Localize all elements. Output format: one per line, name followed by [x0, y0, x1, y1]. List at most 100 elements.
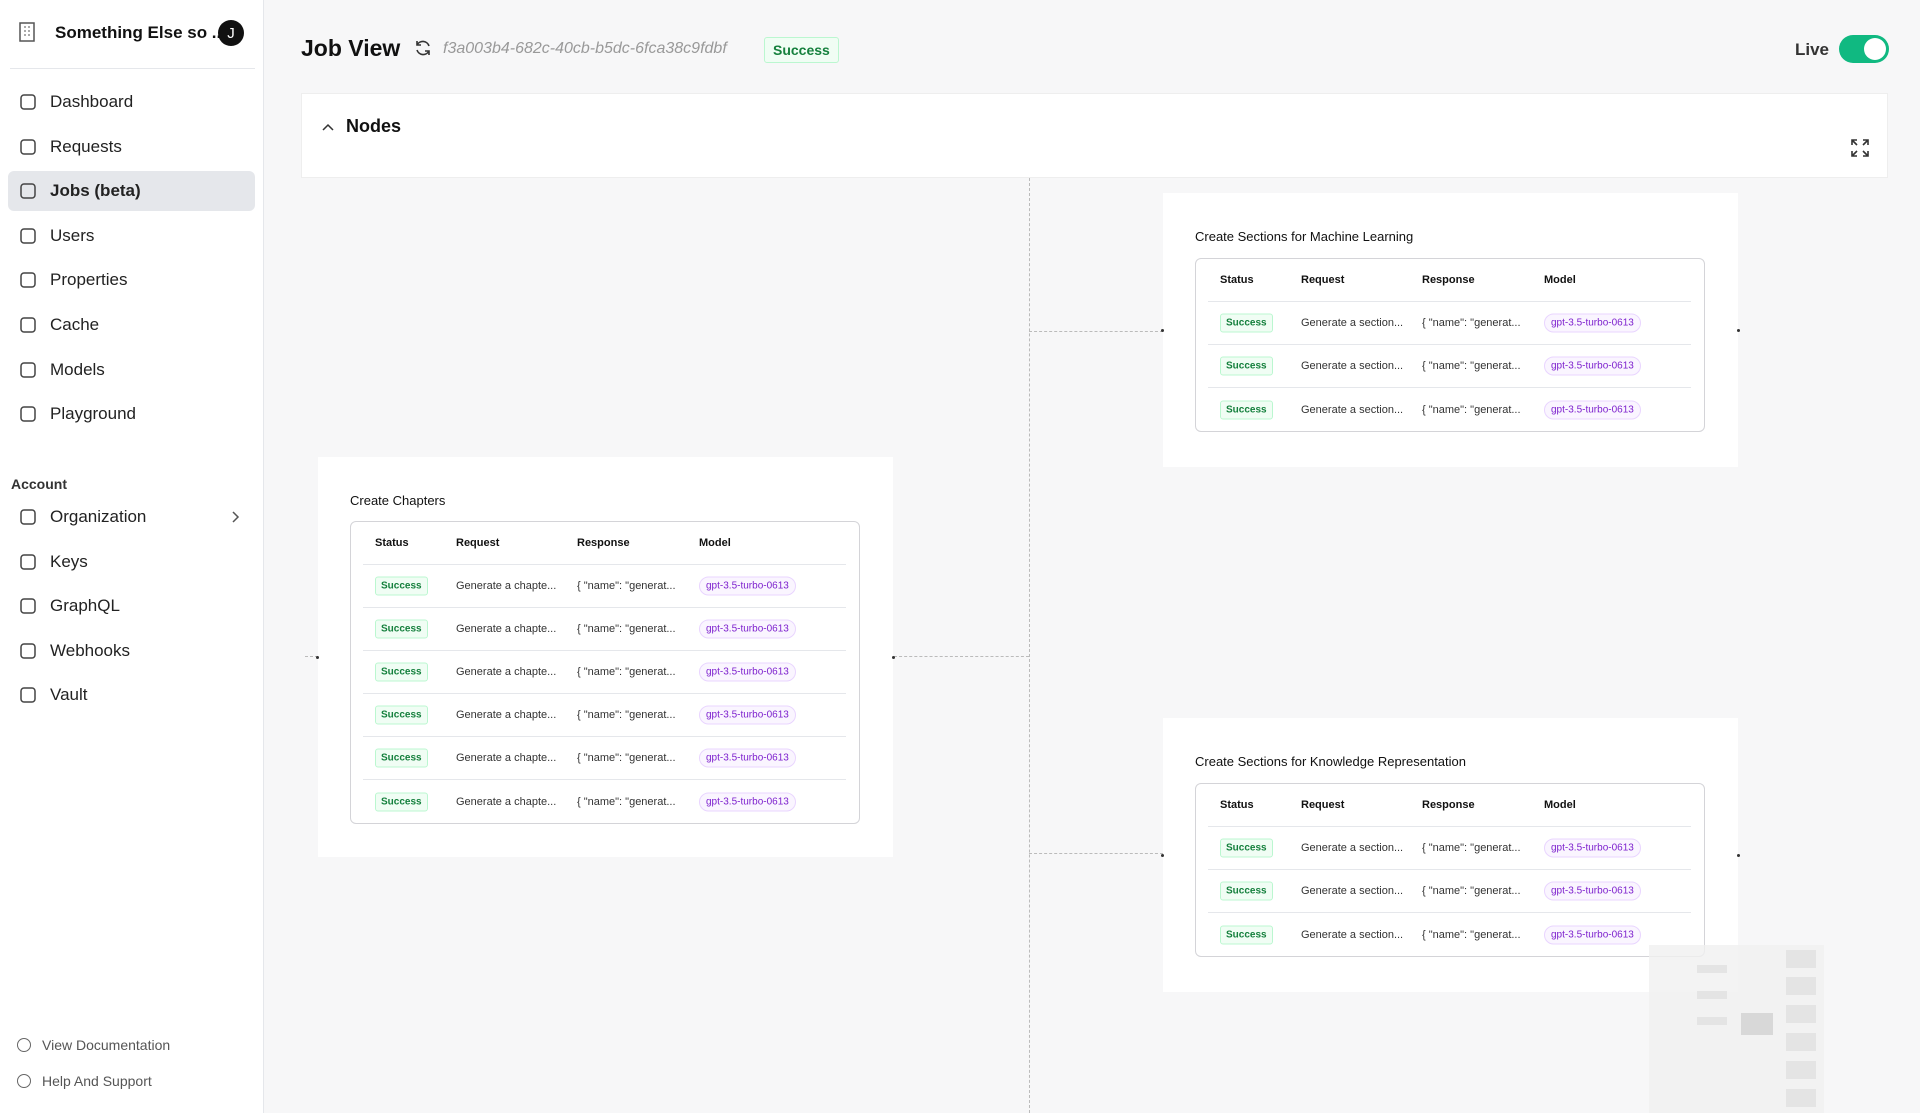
- column-header: Model: [1544, 274, 1576, 286]
- footer-link[interactable]: Help And Support: [16, 1073, 152, 1089]
- node-title: Create Chapters: [350, 493, 446, 508]
- nav-item[interactable]: Organization: [8, 497, 255, 537]
- request-cell: Generate a section...: [1301, 885, 1404, 897]
- panel-title: Nodes: [346, 116, 402, 136]
- response-cell: { "name": "generat...: [1422, 317, 1521, 329]
- model-badge: gpt-3.5-turbo-0613: [699, 792, 796, 811]
- live-label: Live: [1795, 40, 1830, 59]
- model-badge: gpt-3.5-turbo-0613: [699, 619, 796, 639]
- status-badge: Success: [375, 576, 428, 596]
- request-cell: Generate a section...: [1301, 317, 1404, 329]
- nav-item[interactable]: Dashboard: [8, 82, 255, 122]
- footer-text: View Documentation: [42, 1037, 171, 1053]
- column-header: Status: [1220, 799, 1254, 811]
- response-cell: { "name": "generat...: [577, 666, 676, 678]
- expand-icon[interactable]: [1850, 138, 1870, 158]
- model-badge: gpt-3.5-turbo-0613: [1544, 925, 1641, 944]
- request-cell: Generate a section...: [1301, 360, 1404, 372]
- request-cell: Generate a section...: [1301, 928, 1404, 941]
- table-row[interactable]: Success Generate a section... { "name": "g…: [1208, 913, 1691, 956]
- table-row[interactable]: Success Generate a chapte... { "name": "ge…: [363, 780, 846, 823]
- status-badge: Success: [375, 792, 428, 811]
- handle: [1737, 854, 1740, 857]
- status-badge: Success: [375, 748, 428, 768]
- nav-item[interactable]: Properties: [8, 260, 255, 300]
- column-header: Request: [1301, 274, 1345, 286]
- handle: [1161, 329, 1164, 332]
- table-row[interactable]: Success Generate a chapte... { "name": "ge…: [363, 565, 846, 608]
- column-header: Response: [1422, 799, 1475, 811]
- nav-item[interactable]: Models: [8, 350, 255, 390]
- job-id: f3a003b4-682c-40cb-b5dc-6fca38c9fdbf: [443, 40, 727, 57]
- response-cell: { "name": "generat...: [577, 752, 676, 764]
- table-row[interactable]: Success Generate a chapte... { "name": "ge…: [363, 608, 846, 651]
- collapse-icon[interactable]: [321, 120, 335, 134]
- table-row[interactable]: Success Generate a chapte... { "name": "ge…: [363, 651, 846, 694]
- nav-item[interactable]: GraphQL: [8, 586, 255, 626]
- request-cell: Generate a chapte...: [456, 580, 557, 592]
- status-badge: Success: [375, 619, 428, 639]
- status-badge: Success: [1220, 313, 1273, 333]
- nodes-panel: Nodes: [301, 93, 1888, 178]
- model-badge: gpt-3.5-turbo-0613: [1544, 400, 1641, 419]
- response-cell: { "name": "generat...: [577, 580, 676, 592]
- model-badge: gpt-3.5-turbo-0613: [699, 576, 796, 596]
- nav-item[interactable]: Jobs (beta): [8, 171, 255, 212]
- status-badge: Success: [375, 705, 428, 725]
- request-cell: Generate a chapte...: [456, 666, 557, 678]
- nav-item[interactable]: Users: [8, 216, 255, 256]
- model-badge: gpt-3.5-turbo-0613: [699, 705, 796, 725]
- table-row[interactable]: Success Generate a section... { "name": "g…: [1208, 827, 1691, 870]
- table-row[interactable]: Success Generate a section... { "name": "g…: [1208, 345, 1691, 388]
- node-table: Status Request Response Model Success Generat…: [1195, 783, 1705, 957]
- table-row[interactable]: Success Generate a section... { "name": "g…: [1208, 302, 1691, 345]
- table-header: Status Request Response Model: [1208, 784, 1691, 827]
- response-cell: { "name": "generat...: [1422, 403, 1521, 416]
- request-cell: Generate a chapte...: [456, 709, 557, 721]
- node-card: Create Sections for Machine Learning Stat…: [1163, 193, 1738, 467]
- model-badge: gpt-3.5-turbo-0613: [1544, 356, 1641, 376]
- response-cell: { "name": "generat...: [577, 795, 676, 808]
- node-card: Create Chapters Status Request Response Mode…: [318, 457, 893, 857]
- nav-item[interactable]: Requests: [8, 127, 255, 167]
- response-cell: { "name": "generat...: [1422, 928, 1521, 941]
- avatar[interactable]: J: [218, 20, 244, 46]
- org-name[interactable]: Something Else so ...: [55, 23, 226, 42]
- handle: [892, 656, 895, 659]
- table-row[interactable]: Success Generate a section... { "name": "g…: [1208, 388, 1691, 431]
- node-table: Status Request Response Model Success Generat…: [1195, 258, 1705, 432]
- live-toggle[interactable]: [1839, 35, 1889, 63]
- nav-item[interactable]: Vault: [8, 675, 255, 715]
- nav-item[interactable]: Cache: [8, 305, 255, 345]
- table-row[interactable]: Success Generate a chapte... { "name": "ge…: [363, 737, 846, 780]
- chevron: [232, 511, 240, 523]
- nav-item[interactable]: Webhooks: [8, 631, 255, 671]
- nav-item[interactable]: Playground: [8, 394, 255, 434]
- response-cell: { "name": "generat...: [577, 709, 676, 721]
- footer-text: Help And Support: [42, 1073, 152, 1089]
- node-card: Create Sections for Knowledge Representa…: [1163, 718, 1738, 992]
- response-cell: { "name": "generat...: [1422, 360, 1521, 372]
- request-cell: Generate a section...: [1301, 403, 1404, 416]
- model-badge: gpt-3.5-turbo-0613: [699, 748, 796, 768]
- edge: [1029, 853, 1163, 854]
- node-table: Status Request Response Model Success Generat…: [350, 521, 860, 824]
- edge: [1029, 331, 1163, 332]
- request-cell: Generate a section...: [1301, 842, 1404, 854]
- column-header: Status: [375, 537, 409, 549]
- footer-link[interactable]: View Documentation: [16, 1037, 170, 1053]
- edge: [305, 656, 318, 657]
- response-cell: { "name": "generat...: [1422, 885, 1521, 897]
- status-badge: Success: [764, 37, 839, 63]
- table-row[interactable]: Success Generate a chapte... { "name": "ge…: [363, 694, 846, 737]
- column-header: Response: [1422, 274, 1475, 286]
- table-row[interactable]: Success Generate a section... { "name": "g…: [1208, 870, 1691, 913]
- column-header: Model: [1544, 799, 1576, 811]
- refresh-icon[interactable]: [413, 38, 433, 58]
- handle: [1161, 854, 1164, 857]
- nav-item[interactable]: Keys: [8, 542, 255, 582]
- request-cell: Generate a chapte...: [456, 623, 557, 635]
- column-header: Status: [1220, 274, 1254, 286]
- section-heading: Account: [11, 476, 67, 492]
